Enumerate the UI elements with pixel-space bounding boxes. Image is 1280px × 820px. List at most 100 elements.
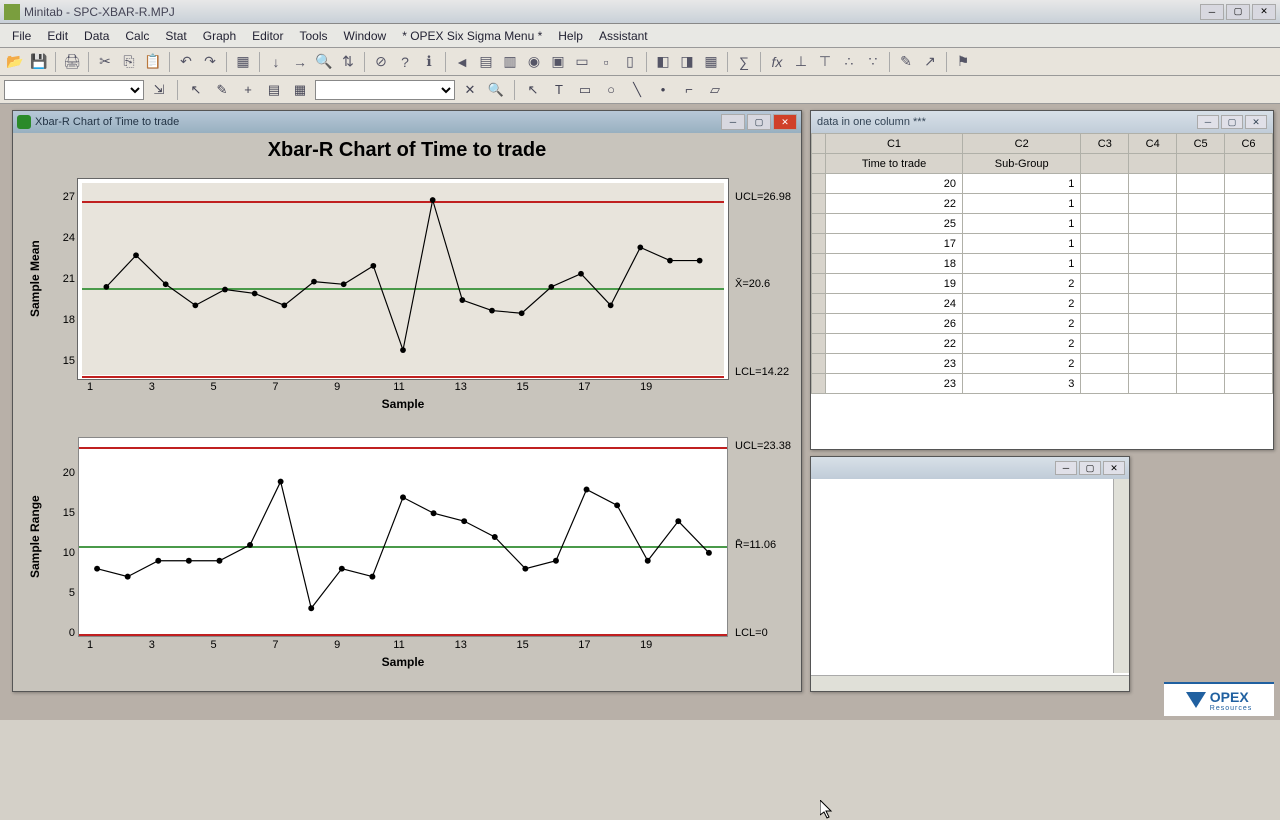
window2-icon[interactable]: ▫ xyxy=(595,51,617,73)
graph-combo[interactable] xyxy=(315,80,455,100)
cell[interactable] xyxy=(1225,374,1273,394)
menu-graph[interactable]: Graph xyxy=(195,26,244,46)
cell[interactable] xyxy=(1177,194,1225,214)
chart-window-titlebar[interactable]: Xbar-R Chart of Time to trade ─ ▢ ✕ xyxy=(13,111,801,133)
session-min-button[interactable]: ─ xyxy=(1055,461,1077,475)
clock-icon[interactable]: ◉ xyxy=(523,51,545,73)
cell[interactable] xyxy=(1177,354,1225,374)
graph-icon[interactable]: ▤ xyxy=(475,51,497,73)
column-name[interactable]: Sub-Group xyxy=(963,154,1081,174)
data-grid[interactable]: C1C2C3C4C5C6Time to tradeSub-Group201221… xyxy=(811,133,1273,449)
column-name[interactable] xyxy=(1129,154,1177,174)
layout3-icon[interactable]: ▦ xyxy=(700,51,722,73)
rect-icon[interactable]: ▭ xyxy=(574,79,596,101)
stat2-icon[interactable]: ⊤ xyxy=(814,51,836,73)
cell[interactable] xyxy=(1177,374,1225,394)
cell[interactable]: 1 xyxy=(963,194,1081,214)
table-row[interactable]: 221 xyxy=(812,194,1273,214)
cell[interactable] xyxy=(1225,274,1273,294)
info-icon[interactable]: ℹ xyxy=(418,51,440,73)
sort-icon[interactable]: ⇅ xyxy=(337,51,359,73)
help-icon[interactable]: ? xyxy=(394,51,416,73)
cell[interactable]: 26 xyxy=(826,314,963,334)
chart-close-button[interactable]: ✕ xyxy=(773,114,797,130)
column-header[interactable]: C5 xyxy=(1177,134,1225,154)
cell[interactable] xyxy=(1225,254,1273,274)
cell[interactable] xyxy=(1225,194,1273,214)
table-row[interactable]: 171 xyxy=(812,234,1273,254)
cut-icon[interactable]: ✂ xyxy=(94,51,116,73)
data-close-button[interactable]: ✕ xyxy=(1245,115,1267,129)
zoom-icon[interactable]: 🔍 xyxy=(485,79,507,101)
x-icon[interactable]: ✕ xyxy=(459,79,481,101)
menu-window[interactable]: Window xyxy=(336,26,395,46)
table-row[interactable]: 222 xyxy=(812,334,1273,354)
table-row[interactable]: 242 xyxy=(812,294,1273,314)
session-close-button[interactable]: ✕ xyxy=(1103,461,1125,475)
column-header[interactable]: C4 xyxy=(1129,134,1177,154)
cell[interactable]: 23 xyxy=(826,354,963,374)
window1-icon[interactable]: ▭ xyxy=(571,51,593,73)
ellipse-icon[interactable]: ○ xyxy=(600,79,622,101)
layout2-icon[interactable]: ◨ xyxy=(676,51,698,73)
save-icon[interactable]: 💾 xyxy=(28,51,50,73)
menu-help[interactable]: Help xyxy=(550,26,591,46)
data-max-button[interactable]: ▢ xyxy=(1221,115,1243,129)
cell[interactable] xyxy=(1081,294,1129,314)
menu-stat[interactable]: Stat xyxy=(157,26,194,46)
text-icon[interactable]: T xyxy=(548,79,570,101)
cell[interactable]: 18 xyxy=(826,254,963,274)
data-window-titlebar[interactable]: data in one column *** ─ ▢ ✕ xyxy=(811,111,1273,133)
grid1-icon[interactable]: ▤ xyxy=(263,79,285,101)
menu-opex[interactable]: * OPEX Six Sigma Menu * xyxy=(394,26,550,46)
cell[interactable] xyxy=(1177,254,1225,274)
menu-edit[interactable]: Edit xyxy=(39,26,76,46)
cell[interactable] xyxy=(1177,274,1225,294)
cell[interactable]: 25 xyxy=(826,214,963,234)
polyline-icon[interactable]: ⌐ xyxy=(678,79,700,101)
layout1-icon[interactable]: ◧ xyxy=(652,51,674,73)
cell[interactable]: 23 xyxy=(826,374,963,394)
marker-icon[interactable]: • xyxy=(652,79,674,101)
cell[interactable] xyxy=(1225,334,1273,354)
cell[interactable] xyxy=(1129,334,1177,354)
cell[interactable] xyxy=(1129,374,1177,394)
variable-combo[interactable] xyxy=(4,80,144,100)
table-row[interactable]: 181 xyxy=(812,254,1273,274)
cell[interactable] xyxy=(1129,294,1177,314)
cell[interactable]: 2 xyxy=(963,354,1081,374)
calc-icon[interactable]: ∑ xyxy=(733,51,755,73)
column-name[interactable]: Time to trade xyxy=(826,154,963,174)
cell[interactable] xyxy=(1081,354,1129,374)
maximize-button[interactable]: ▢ xyxy=(1226,4,1250,20)
cell[interactable]: 2 xyxy=(963,334,1081,354)
column-name[interactable] xyxy=(1081,154,1129,174)
cell[interactable]: 3 xyxy=(963,374,1081,394)
flag-icon[interactable]: ⚑ xyxy=(952,51,974,73)
report-icon[interactable]: ▣ xyxy=(547,51,569,73)
cell[interactable] xyxy=(1225,354,1273,374)
cell[interactable] xyxy=(1129,234,1177,254)
cell[interactable] xyxy=(1129,254,1177,274)
cell[interactable]: 22 xyxy=(826,334,963,354)
table-row[interactable]: 262 xyxy=(812,314,1273,334)
cell[interactable] xyxy=(1177,334,1225,354)
cell[interactable] xyxy=(1129,194,1177,214)
session-max-button[interactable]: ▢ xyxy=(1079,461,1101,475)
cell[interactable]: 24 xyxy=(826,294,963,314)
menu-editor[interactable]: Editor xyxy=(244,26,291,46)
column-name[interactable] xyxy=(1225,154,1273,174)
copy-icon[interactable]: ⎘ xyxy=(118,51,140,73)
table-row[interactable]: 251 xyxy=(812,214,1273,234)
cell[interactable] xyxy=(1129,174,1177,194)
plus-icon[interactable]: + xyxy=(237,79,259,101)
cell[interactable] xyxy=(1081,334,1129,354)
data-min-button[interactable]: ─ xyxy=(1197,115,1219,129)
menu-assistant[interactable]: Assistant xyxy=(591,26,656,46)
cell[interactable] xyxy=(1225,294,1273,314)
cell[interactable] xyxy=(1225,314,1273,334)
cell[interactable]: 2 xyxy=(963,314,1081,334)
session-body[interactable] xyxy=(811,479,1129,691)
column-header[interactable]: C6 xyxy=(1225,134,1273,154)
insert-col-icon[interactable]: ↓ xyxy=(265,51,287,73)
